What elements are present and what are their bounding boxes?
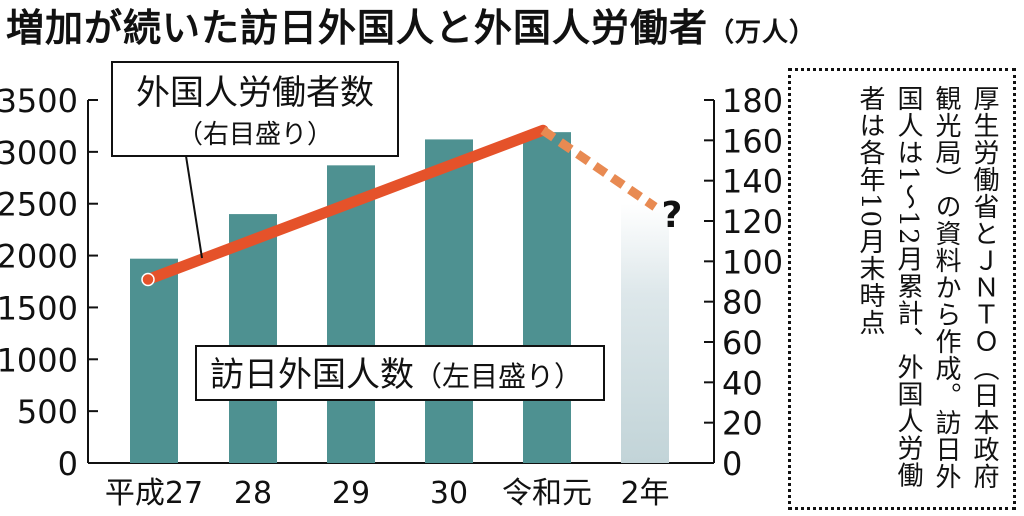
- x-axis-category-label: 令和元: [502, 476, 592, 511]
- estimate-question-mark: ?: [662, 195, 683, 236]
- left-axis-tick-label: 2000: [0, 238, 78, 276]
- x-axis-category-label: 30: [430, 476, 468, 511]
- right-axis-tick-label: 120: [722, 203, 783, 241]
- right-axis-tick-label: 180: [722, 82, 783, 120]
- right-axis-tick-label: 40: [722, 364, 763, 402]
- x-axis-category-label: 29: [332, 476, 370, 511]
- left-axis-tick-label: 3000: [0, 134, 78, 172]
- left-axis-tick-label: 1000: [0, 341, 78, 379]
- chart-canvas: 0500100015002000250030003500020406080100…: [0, 61, 783, 511]
- right-axis-tick-label: 60: [722, 324, 763, 362]
- line-callout-title: 外国人労働者数: [136, 73, 374, 113]
- right-axis-tick-label: 160: [722, 122, 783, 160]
- bar-label-box: [195, 345, 605, 401]
- x-axis-category-label: 平成27: [105, 476, 203, 511]
- axes-layer: 0500100015002000250030003500020406080100…: [0, 82, 783, 511]
- chart-title: 増加が続いた訪日外国人と外国人労働者（万人）: [6, 0, 816, 56]
- bar: [229, 214, 277, 463]
- bar: [327, 165, 375, 463]
- line-series-dashed: [540, 126, 658, 211]
- bar: [523, 132, 571, 463]
- bar-estimated: [621, 203, 669, 463]
- title-text: 増加が続いた訪日外国人と外国人労働者: [6, 6, 709, 50]
- left-axis-tick-label: 1500: [0, 289, 78, 327]
- source-note-text: 厚生労働省とＪＮＴＯ（日本政府観光局）の資料から作成。訪日外国人は1〜12月累計…: [855, 85, 999, 490]
- line-point: [141, 272, 155, 287]
- title-unit: （万人）: [708, 18, 817, 48]
- line-series-solid: [142, 124, 549, 285]
- line-callout-box: [111, 61, 399, 157]
- x-axis-category-label: 28: [234, 476, 272, 511]
- labels-layer: ? 外国人労働者数 （右目盛り） 訪日外国人数（左目盛り）: [111, 61, 683, 401]
- x-axis-category-label: 2年: [620, 476, 669, 511]
- bars-layer: [130, 132, 669, 463]
- bar-label-text: 訪日外国人数（左目盛り）: [210, 355, 582, 395]
- line-layer: [141, 124, 658, 287]
- left-axis-tick-label: 2500: [0, 186, 78, 224]
- bar-label-title: 訪日外国人数: [210, 355, 414, 395]
- right-axis-tick-label: 140: [722, 163, 783, 201]
- line-callout-subtitle: （右目盛り）: [177, 120, 333, 150]
- left-axis-tick-label: 3500: [0, 82, 78, 120]
- source-note-box: 厚生労働省とＪＮＴＯ（日本政府観光局）の資料から作成。訪日外国人は1〜12月累計…: [788, 68, 1016, 510]
- left-axis-tick-label: 500: [17, 393, 78, 431]
- right-axis-tick-label: 0: [722, 445, 742, 483]
- bar: [130, 258, 178, 463]
- bar-label-subtitle: （左目盛り）: [414, 360, 582, 393]
- bar: [425, 139, 473, 463]
- right-axis-tick-label: 100: [722, 243, 783, 281]
- right-axis-tick-label: 80: [722, 284, 763, 322]
- line-callout-pointer: [185, 155, 203, 259]
- right-axis-tick-label: 20: [722, 405, 763, 443]
- left-axis-tick-label: 0: [58, 445, 78, 483]
